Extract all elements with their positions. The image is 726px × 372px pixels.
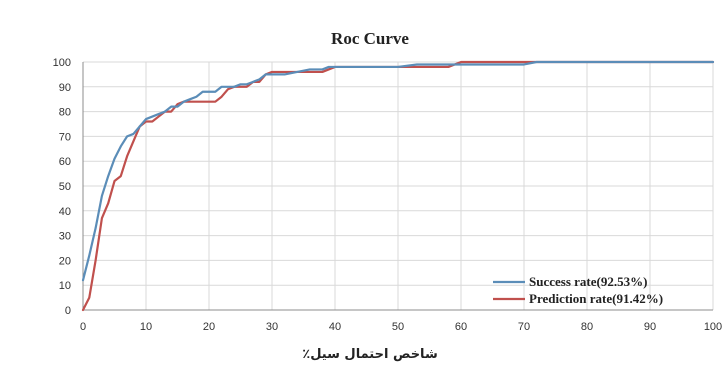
chart-title: Roc Curve xyxy=(331,29,409,48)
y-tick-label-80: 80 xyxy=(59,107,71,119)
x-tick-label-10: 10 xyxy=(140,321,152,333)
legend-label-prediction-rate: Prediction rate(91.42%) xyxy=(529,291,663,306)
y-tick-label-10: 10 xyxy=(59,280,71,292)
x-tick-label-0: 0 xyxy=(80,321,86,333)
series-line-success-rate xyxy=(81,60,715,282)
x-tick-label-50: 50 xyxy=(392,321,404,333)
y-tick-label-20: 20 xyxy=(59,255,71,267)
x-tick-labels: 0 10 20 30 40 50 60 70 80 90 100 xyxy=(80,321,722,333)
x-axis-label: شاخص احتمال سیل٪ xyxy=(302,347,437,362)
series-lines xyxy=(81,60,715,312)
y-tick-label-50: 50 xyxy=(59,181,71,193)
x-tick-label-20: 20 xyxy=(203,321,215,333)
y-tick-label-100: 100 xyxy=(53,57,71,69)
x-tick-label-70: 70 xyxy=(518,321,530,333)
x-tick-label-90: 90 xyxy=(644,321,656,333)
x-tick-label-100: 100 xyxy=(704,321,722,333)
y-tick-labels: 0 10 20 30 40 50 60 70 80 90 100 xyxy=(53,57,71,317)
y-tick-label-90: 90 xyxy=(59,82,71,94)
x-tick-label-40: 40 xyxy=(329,321,341,333)
series-line-prediction-rate xyxy=(81,60,715,312)
y-tick-label-0: 0 xyxy=(65,305,71,317)
x-tick-label-60: 60 xyxy=(455,321,467,333)
y-tick-label-60: 60 xyxy=(59,156,71,168)
y-tick-label-70: 70 xyxy=(59,131,71,143)
axes xyxy=(82,62,713,311)
legend: Success rate(92.53%) Prediction rate(91.… xyxy=(493,274,663,306)
x-tick-label-30: 30 xyxy=(266,321,278,333)
legend-label-success-rate: Success rate(92.53%) xyxy=(529,274,647,289)
y-tick-label-40: 40 xyxy=(59,206,71,218)
y-tick-label-30: 30 xyxy=(59,231,71,243)
x-tick-label-80: 80 xyxy=(581,321,593,333)
